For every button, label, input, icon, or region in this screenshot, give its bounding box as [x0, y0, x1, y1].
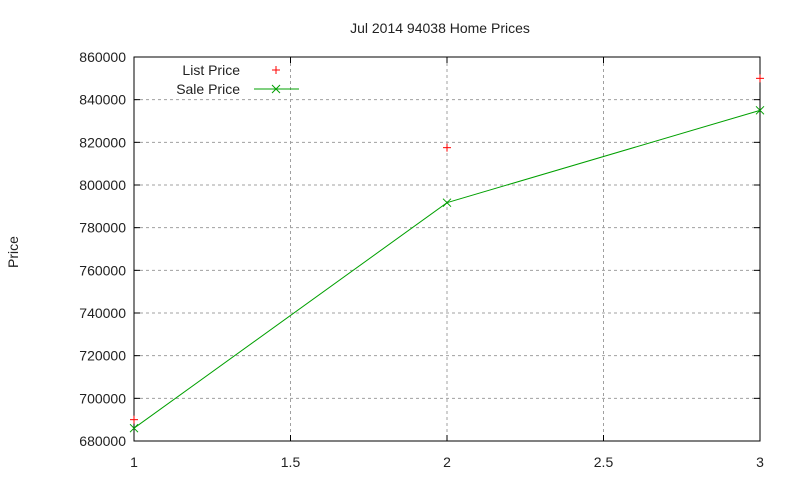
- x-tick-label: 1.5: [281, 454, 301, 470]
- y-tick-label: 840000: [79, 92, 126, 108]
- grid-lines: [134, 57, 760, 441]
- legend-label: List Price: [182, 62, 240, 78]
- x-axis-ticks: 1 1.5 2 2.5 3: [130, 57, 764, 470]
- legend-label: Sale Price: [176, 81, 240, 97]
- x-tick-label: 2: [443, 454, 451, 470]
- series-layer: [129, 74, 765, 433]
- chart-title: Jul 2014 94038 Home Prices: [350, 20, 530, 36]
- y-tick-label: 700000: [79, 390, 126, 406]
- x-tick-label: 2.5: [594, 454, 614, 470]
- y-tick-label: 800000: [79, 177, 126, 193]
- series-sale-price: [129, 105, 765, 433]
- x-tick-label: 1: [130, 454, 138, 470]
- y-axis-label: Price: [5, 236, 21, 268]
- legend: List Price Sale Price: [176, 62, 299, 97]
- series-list-price: [130, 74, 764, 424]
- y-tick-label: 720000: [79, 348, 126, 364]
- y-tick-label: 760000: [79, 262, 126, 278]
- y-tick-label: 860000: [79, 49, 126, 65]
- x-tick-label: 3: [756, 454, 764, 470]
- y-axis-ticks: 680000 700000 720000 740000 760000 780000 8000…: [79, 49, 760, 449]
- y-tick-label: 680000: [79, 433, 126, 449]
- y-tick-label: 780000: [79, 220, 126, 236]
- y-tick-label: 820000: [79, 134, 126, 150]
- plot-border: [133, 56, 761, 442]
- y-tick-label: 740000: [79, 305, 126, 321]
